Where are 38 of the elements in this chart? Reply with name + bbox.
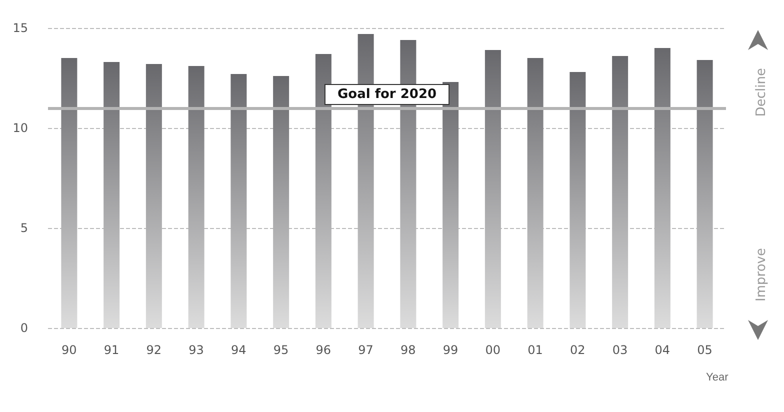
x-tick-label: 04 (654, 343, 670, 357)
x-tick-label: 91 (104, 343, 120, 357)
y-tick-label: 0 (20, 321, 28, 335)
bar (442, 82, 459, 328)
bar (273, 76, 290, 328)
bar (188, 66, 204, 328)
x-tick-label: 01 (528, 343, 543, 357)
x-tick-label: 92 (146, 343, 162, 357)
x-tick-label: 90 (62, 343, 77, 357)
bar (527, 58, 544, 328)
x-tick-label: 03 (612, 343, 628, 357)
x-tick-label: 97 (358, 343, 374, 357)
y-tick-label: 5 (20, 221, 28, 235)
x-tick-label: 95 (273, 343, 289, 357)
x-tick-label: 05 (697, 343, 712, 357)
bar (612, 56, 628, 328)
y-tick-label: 10 (12, 121, 28, 135)
x-tick-label: 00 (485, 343, 501, 357)
bar (654, 48, 670, 328)
x-tick-label: 93 (188, 343, 204, 357)
x-tick-label: 99 (442, 343, 458, 357)
bar (104, 62, 120, 328)
bar (696, 60, 713, 328)
x-tick-label: 96 (316, 343, 332, 357)
bar (61, 58, 78, 328)
x-tick-label: 02 (570, 343, 586, 357)
bar (315, 54, 332, 328)
x-tick-label: 98 (400, 343, 416, 357)
bar (146, 64, 162, 328)
text: Improve (754, 248, 769, 302)
bar (484, 50, 501, 328)
ref-line-label: Goal for 2020 (337, 87, 437, 102)
x-axis-title: Year (706, 372, 729, 384)
x-tick-label: 94 (231, 343, 246, 357)
text: Decline (754, 68, 769, 117)
bar (570, 72, 586, 328)
y-tick-label: 15 (12, 21, 28, 35)
bar (230, 74, 247, 328)
